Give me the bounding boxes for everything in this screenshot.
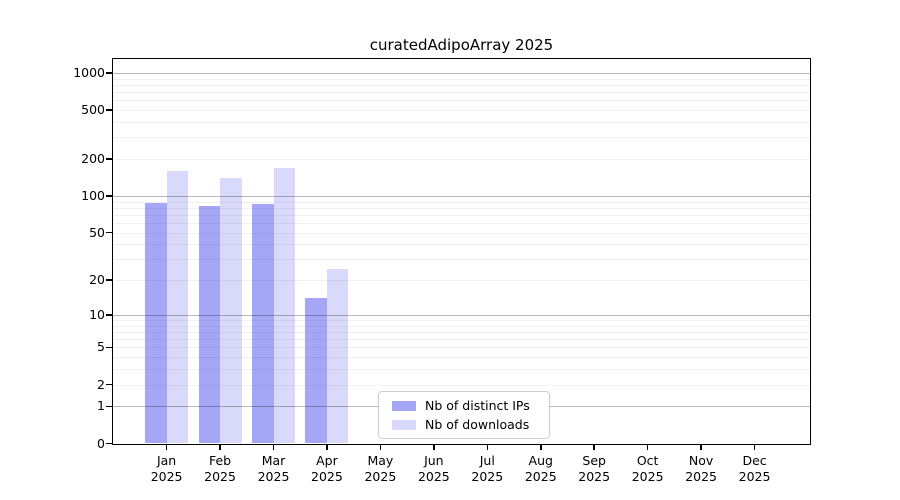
gridline-minor <box>113 320 810 321</box>
x-tick-label-dec: Dec 2025 <box>738 453 771 484</box>
y-tick-mark <box>106 231 112 234</box>
gridline-major <box>113 195 810 197</box>
y-tick-label: 10 <box>89 306 105 322</box>
gridline-minor <box>113 110 810 112</box>
gridline-minor <box>113 100 810 102</box>
legend: Nb of distinct IPs Nb of downloads <box>378 391 550 439</box>
y-tick-mark <box>106 314 112 316</box>
y-tick-mark <box>106 158 112 160</box>
gridline-minor <box>113 259 810 261</box>
x-tick-label-jul: Jul 2025 <box>471 453 504 484</box>
y-tick-mark <box>106 195 112 197</box>
y-tick-label: 2 <box>97 376 105 392</box>
bar-downloads-apr <box>326 268 349 444</box>
y-tick-label: 0 <box>97 435 105 451</box>
y-tick-label: 100 <box>81 187 105 203</box>
y-tick-label: 20 <box>89 272 105 288</box>
bar-distinct-ips-feb <box>198 205 221 444</box>
y-tick-label: 1 <box>97 398 105 414</box>
x-tick-mark <box>540 444 542 450</box>
x-tick-mark <box>486 444 489 450</box>
x-tick-mark <box>272 444 275 450</box>
y-tick-label: 200 <box>81 151 105 167</box>
x-tick-mark <box>433 444 435 450</box>
legend-item-downloads: Nb of downloads <box>379 417 549 432</box>
x-tick-mark <box>753 444 756 450</box>
y-tick-mark <box>106 279 112 281</box>
legend-swatch-distinct-ips <box>392 400 416 411</box>
y-tick-label: 1000 <box>73 64 105 80</box>
gridline-minor <box>113 331 810 333</box>
gridline-minor <box>113 122 810 123</box>
gridline-minor <box>113 201 810 203</box>
x-tick-mark <box>219 444 221 450</box>
gridline-minor <box>113 384 810 386</box>
gridline-minor <box>113 223 810 224</box>
gridline-minor <box>113 339 810 341</box>
x-tick-label-aug: Aug 2025 <box>524 453 557 484</box>
gridline-minor <box>113 357 810 359</box>
y-tick-label: 50 <box>89 224 105 240</box>
gridline-minor <box>113 325 810 327</box>
x-tick-label-jan: Jan 2025 <box>150 453 183 484</box>
y-tick-label: 500 <box>81 102 105 118</box>
y-tick-mark <box>106 383 112 386</box>
gridline-minor <box>113 84 810 86</box>
gridline-minor <box>113 78 810 80</box>
gridline-minor <box>113 159 810 161</box>
gridline-minor <box>113 347 810 349</box>
gridline-major <box>113 314 810 316</box>
gridline-minor <box>113 92 810 94</box>
legend-label-distinct-ips: Nb of distinct IPs <box>425 398 530 413</box>
y-tick-label: 5 <box>97 339 105 355</box>
gridline-minor <box>113 214 810 216</box>
gridline-minor <box>113 369 810 371</box>
gridline-minor <box>113 137 810 139</box>
bar-downloads-feb <box>220 178 242 444</box>
bar-distinct-ips-mar <box>252 203 274 444</box>
gridline-minor <box>113 232 810 234</box>
y-tick-mark <box>106 109 112 111</box>
x-tick-label-apr: Apr 2025 <box>311 453 343 484</box>
y-tick-mark <box>106 442 112 445</box>
gridline-minor <box>113 244 810 246</box>
x-tick-mark <box>593 444 595 450</box>
x-tick-mark <box>379 444 382 450</box>
x-tick-mark <box>326 444 328 450</box>
y-tick-mark <box>106 72 112 74</box>
y-tick-mark <box>106 405 112 408</box>
x-tick-label-feb: Feb 2025 <box>204 453 236 484</box>
legend-swatch-downloads <box>392 419 416 430</box>
bar-downloads-mar <box>273 167 295 444</box>
x-tick-mark <box>646 444 649 450</box>
x-tick-label-oct: Oct 2025 <box>631 453 664 484</box>
bar-distinct-ips-apr <box>305 298 327 444</box>
gridline-major <box>113 72 810 74</box>
x-tick-label-nov: Nov 2025 <box>685 453 717 484</box>
legend-label-downloads: Nb of downloads <box>425 417 530 432</box>
x-tick-mark <box>700 444 702 450</box>
gridline-minor <box>113 207 810 209</box>
x-tick-label-may: May 2025 <box>364 453 397 484</box>
bar-distinct-ips-jan <box>145 202 167 444</box>
y-tick-mark <box>106 346 112 349</box>
x-tick-label-sep: Sep 2025 <box>578 453 611 484</box>
legend-item-distinct-ips: Nb of distinct IPs <box>379 398 549 413</box>
x-tick-mark <box>165 444 168 450</box>
x-tick-label-mar: Mar 2025 <box>257 453 290 484</box>
gridline-minor <box>113 280 810 282</box>
bar-downloads-jan <box>166 170 189 444</box>
chart-title: curatedAdipoArray 2025 <box>369 36 554 54</box>
x-tick-label-jun: Jun 2025 <box>417 453 450 484</box>
